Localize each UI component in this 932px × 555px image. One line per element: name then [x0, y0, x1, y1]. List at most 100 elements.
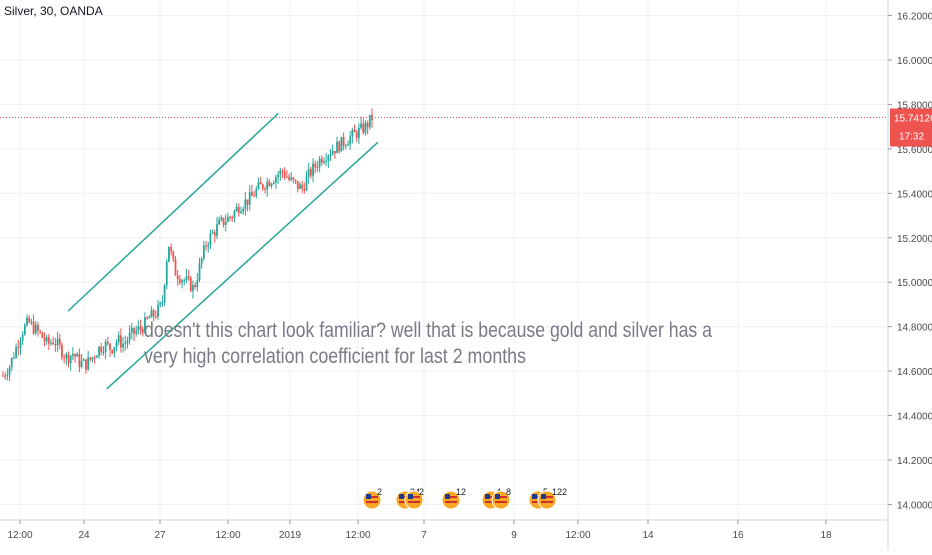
candle[interactable]: [50, 339, 52, 346]
candle[interactable]: [264, 186, 266, 194]
candle[interactable]: [6, 368, 9, 381]
candle[interactable]: [226, 212, 229, 223]
candle[interactable]: [216, 217, 218, 240]
candle[interactable]: [172, 250, 175, 263]
candle[interactable]: [80, 354, 83, 369]
candle[interactable]: [259, 176, 262, 185]
candle[interactable]: [261, 183, 264, 192]
candle[interactable]: [154, 310, 157, 320]
candle[interactable]: [174, 256, 177, 276]
candle[interactable]: [34, 321, 37, 336]
candle[interactable]: [331, 144, 334, 156]
candle[interactable]: [178, 274, 181, 285]
text-annotation[interactable]: doesn't this chart look familiar? well t…: [144, 319, 712, 368]
candle[interactable]: [159, 301, 162, 308]
candle[interactable]: [349, 131, 352, 150]
candle[interactable]: [371, 108, 373, 128]
candle[interactable]: [235, 203, 238, 212]
candle[interactable]: [115, 339, 118, 352]
candle[interactable]: [277, 170, 280, 185]
candle[interactable]: [150, 306, 153, 318]
candle[interactable]: [205, 241, 207, 251]
candle[interactable]: [296, 180, 299, 193]
candle[interactable]: [257, 177, 260, 190]
candle[interactable]: [362, 118, 365, 135]
candle[interactable]: [109, 343, 111, 357]
candle[interactable]: [122, 336, 124, 353]
candle[interactable]: [340, 136, 343, 152]
candle[interactable]: [113, 346, 116, 358]
candle[interactable]: [65, 352, 68, 366]
event-badge[interactable]: 122: [537, 487, 567, 510]
candle[interactable]: [52, 336, 55, 346]
candle[interactable]: [288, 173, 290, 182]
candle[interactable]: [141, 326, 144, 337]
candle[interactable]: [355, 129, 358, 142]
candle[interactable]: [58, 333, 61, 350]
candle[interactable]: [240, 206, 242, 214]
candle[interactable]: [30, 318, 33, 326]
candle[interactable]: [244, 192, 247, 216]
candle[interactable]: [56, 331, 59, 352]
candle[interactable]: [196, 272, 199, 292]
candle[interactable]: [139, 319, 142, 335]
candle[interactable]: [207, 241, 210, 253]
candle[interactable]: [87, 350, 90, 371]
candle[interactable]: [23, 322, 26, 336]
candle[interactable]: [176, 269, 179, 286]
candle[interactable]: [209, 229, 212, 250]
candle[interactable]: [163, 284, 166, 307]
candle[interactable]: [200, 257, 203, 269]
candle[interactable]: [213, 229, 216, 243]
candle[interactable]: [183, 278, 186, 286]
candle[interactable]: [157, 299, 159, 320]
candle[interactable]: [71, 347, 74, 361]
time-axis[interactable]: 12:00 24 27 12:00 2019 12:00 7 9 12:00 14 16 18: [0, 519, 888, 541]
candle[interactable]: [37, 321, 39, 337]
candle[interactable]: [268, 178, 271, 187]
candle[interactable]: [220, 215, 223, 222]
candle[interactable]: [251, 185, 253, 196]
event-badge[interactable]: 2: [362, 487, 382, 510]
candle[interactable]: [161, 295, 164, 308]
candle[interactable]: [43, 332, 46, 347]
candle[interactable]: [246, 199, 249, 212]
candle[interactable]: [248, 185, 251, 211]
candle[interactable]: [19, 337, 22, 356]
candle[interactable]: [338, 140, 341, 154]
candle[interactable]: [316, 160, 319, 172]
candle[interactable]: [8, 365, 11, 382]
candle[interactable]: [224, 214, 227, 232]
candle[interactable]: [347, 140, 349, 146]
candle[interactable]: [76, 351, 79, 357]
candle[interactable]: [281, 168, 284, 178]
candle[interactable]: [290, 172, 293, 182]
candle[interactable]: [106, 336, 109, 346]
candle[interactable]: [26, 314, 28, 327]
candle[interactable]: [82, 358, 85, 362]
candle[interactable]: [318, 155, 321, 173]
candle[interactable]: [309, 166, 312, 179]
candle[interactable]: [327, 154, 330, 169]
candle[interactable]: [294, 179, 297, 185]
candle[interactable]: [194, 282, 197, 290]
candle[interactable]: [283, 167, 286, 181]
candle[interactable]: [102, 346, 105, 356]
candles[interactable]: [2, 108, 373, 382]
candle[interactable]: [329, 149, 332, 162]
candle[interactable]: [275, 174, 277, 190]
candle[interactable]: [192, 280, 194, 299]
candle[interactable]: [144, 312, 146, 335]
candle[interactable]: [344, 143, 347, 150]
candle[interactable]: [13, 352, 15, 360]
candle[interactable]: [137, 320, 140, 335]
candle[interactable]: [242, 206, 245, 215]
candle[interactable]: [39, 329, 42, 335]
candle[interactable]: [353, 124, 356, 133]
candle[interactable]: [54, 338, 57, 352]
candle[interactable]: [342, 132, 345, 151]
candle[interactable]: [360, 116, 362, 130]
event-badge[interactable]: 2: [404, 487, 424, 510]
candle[interactable]: [189, 275, 192, 293]
